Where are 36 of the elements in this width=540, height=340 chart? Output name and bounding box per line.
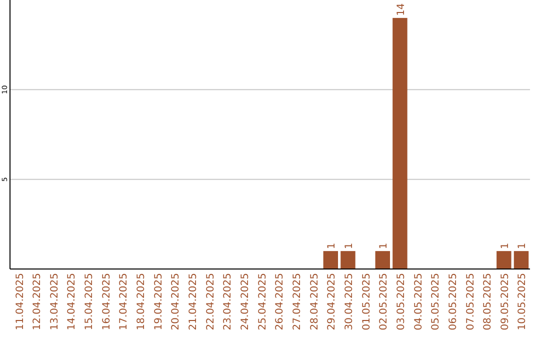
data-label: 14 (396, 3, 407, 16)
x-tick-label: 06.05.2025 (448, 273, 459, 330)
x-tick-label: 17.04.2025 (118, 273, 130, 330)
x-tick-label: 04.05.2025 (413, 273, 424, 330)
x-tick-label: 11.04.2025 (14, 273, 26, 330)
data-label: 1 (326, 242, 338, 250)
x-tick-label: 13.04.2025 (49, 273, 60, 330)
x-tick-label: 24.04.2025 (240, 273, 252, 330)
x-tick-label: 27.04.2025 (292, 273, 303, 330)
x-tick-label: 29.04.2025 (326, 273, 338, 330)
x-tick-label: 22.04.2025 (205, 273, 216, 330)
x-tick-label: 23.04.2025 (222, 273, 234, 330)
x-tick-label: 21.04.2025 (188, 273, 200, 330)
x-tick-label: 09.05.2025 (500, 273, 511, 330)
x-tick-label: 28.04.2025 (309, 273, 320, 330)
x-tick-label: 16.04.2025 (101, 273, 112, 330)
x-tick-label: 12.04.2025 (32, 273, 44, 330)
x-tick-label: 01.05.2025 (361, 273, 372, 330)
x-tick-label: 19.04.2025 (153, 273, 164, 330)
data-label: 1 (344, 242, 355, 250)
x-tick-label: 02.05.2025 (378, 273, 390, 330)
x-tick-label: 08.05.2025 (482, 273, 494, 330)
data-label: 1 (378, 242, 390, 250)
x-tick-label: 07.05.2025 (465, 273, 476, 330)
x-tick-label: 14.04.2025 (66, 273, 78, 330)
data-label: 1 (500, 242, 511, 250)
x-tick-label: 15.04.2025 (84, 273, 96, 330)
x-tick-label: 25.04.2025 (257, 273, 268, 330)
x-tick-label: 18.04.2025 (136, 273, 148, 330)
x-tick-label: 03.05.2025 (396, 273, 407, 330)
x-tick-label: 20.04.2025 (170, 273, 182, 330)
x-tick-label: 10.05.2025 (517, 273, 528, 330)
x-tick-label: 26.04.2025 (274, 273, 286, 330)
x-tick-label: 30.04.2025 (344, 273, 355, 330)
data-label: 1 (517, 242, 528, 250)
x-tick-label: 05.05.2025 (430, 273, 442, 330)
